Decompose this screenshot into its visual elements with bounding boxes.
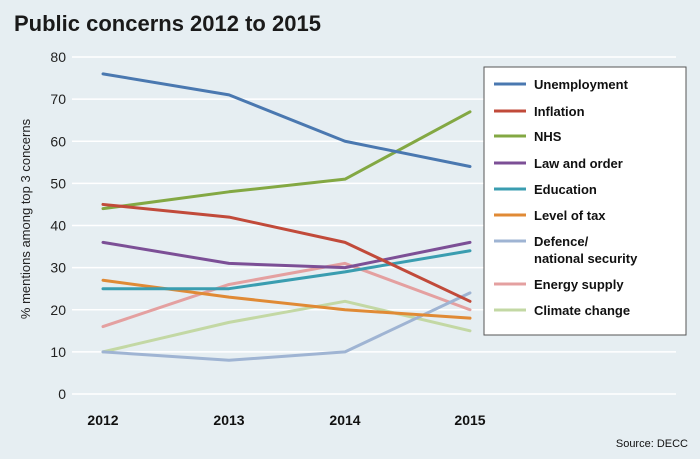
- legend-label: national security: [534, 251, 638, 266]
- legend-label: Inflation: [534, 104, 585, 119]
- series: [101, 72, 472, 362]
- legend-label: Education: [534, 182, 597, 197]
- y-tick-label: 80: [50, 49, 66, 65]
- legend-label: NHS: [534, 129, 562, 144]
- y-tick-label: 30: [50, 260, 66, 276]
- y-axis-ticks: 0 10 20 30 40 50 60 70 80: [50, 49, 66, 402]
- y-axis-label: % mentions among top 3 concerns: [18, 118, 33, 319]
- legend-label: Level of tax: [534, 208, 606, 223]
- series-line-defence-national-security: [101, 291, 472, 362]
- legend-box: [483, 66, 687, 336]
- y-tick-label: 20: [50, 302, 66, 318]
- x-tick-label: 2015: [454, 412, 485, 428]
- y-tick-label: 70: [50, 91, 66, 107]
- source-note: Source: DECC: [616, 438, 688, 450]
- y-tick-label: 50: [50, 175, 66, 191]
- legend-label: Climate change: [534, 303, 630, 318]
- y-tick-label: 10: [50, 344, 66, 360]
- x-tick-label: 2014: [329, 412, 360, 428]
- series-line-inflation: [101, 202, 472, 303]
- series-line-climate-change: [101, 299, 472, 354]
- legend-label: Unemployment: [534, 77, 629, 92]
- grid: [72, 56, 676, 395]
- series-line-nhs: [101, 110, 472, 211]
- y-tick-label: 40: [50, 218, 66, 234]
- y-tick-label: 0: [58, 386, 66, 402]
- x-tick-label: 2012: [87, 412, 118, 428]
- series-line-energy-supply: [101, 261, 472, 329]
- legend-label: Energy supply: [534, 277, 624, 292]
- legend: Unemployment Inflation NHS Law and order Edu…: [483, 66, 687, 336]
- series-line-law-and-order: [101, 240, 472, 270]
- y-tick-label: 60: [50, 133, 66, 149]
- x-axis-ticks: 2012 2013 2014 2015: [87, 412, 485, 428]
- legend-label: Defence/: [534, 234, 589, 249]
- chart-title: Public concerns 2012 to 2015: [14, 11, 321, 36]
- x-tick-label: 2013: [213, 412, 244, 428]
- series-line-unemployment: [101, 72, 472, 169]
- series-line-education: [101, 249, 472, 291]
- legend-label: Law and order: [534, 156, 623, 171]
